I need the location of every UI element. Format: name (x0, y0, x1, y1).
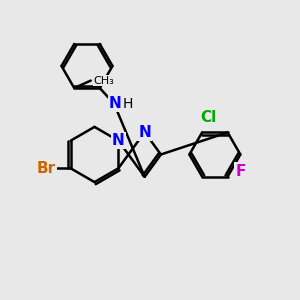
Text: N: N (109, 96, 122, 111)
Text: H: H (122, 97, 133, 110)
Text: N: N (112, 133, 125, 148)
Text: F: F (235, 164, 246, 178)
Text: Cl: Cl (200, 110, 216, 125)
Text: CH₃: CH₃ (94, 76, 115, 85)
Text: N: N (138, 125, 151, 140)
Text: Br: Br (37, 161, 56, 176)
